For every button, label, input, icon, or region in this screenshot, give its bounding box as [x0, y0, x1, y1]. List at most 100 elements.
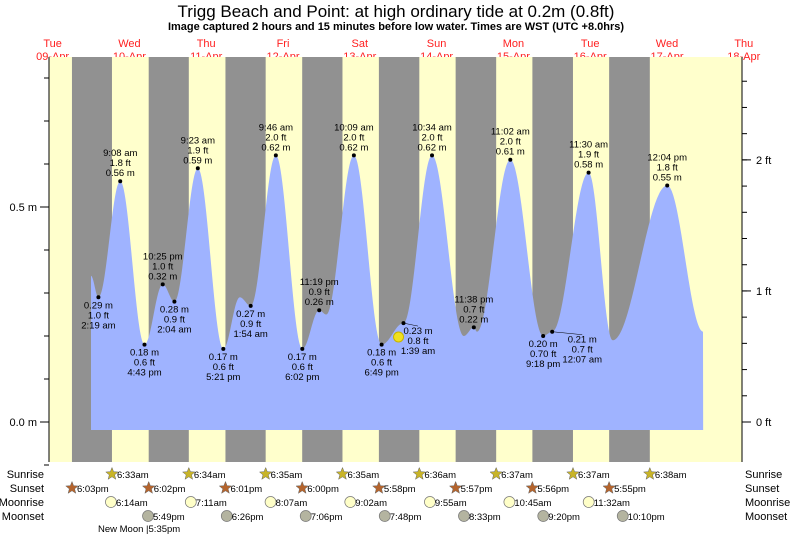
tide-point-high: 11:02 am2.0 ft0.61 m	[491, 127, 530, 158]
sunrise-star-icon	[105, 466, 119, 480]
moonset-time: 7:48pm	[390, 512, 422, 523]
tide-curve-area	[91, 155, 704, 430]
moonset-moon-icon	[220, 510, 233, 522]
tide-label-ft: 2.0 ft	[343, 132, 364, 143]
sunset-row-label: Sunset	[10, 483, 44, 495]
tide-label-m: 0.23 m	[404, 326, 433, 337]
day-label-dow: Sun	[427, 38, 447, 50]
tide-label-m: 0.27 m	[236, 309, 265, 320]
sunrise-time: 6:38am	[655, 470, 687, 481]
tide-label-time: 5:21 pm	[206, 372, 240, 383]
tide-point-high: 11:38 pm0.7 ft0.22 m	[454, 294, 493, 325]
y-tick-label-left: 0.0 m	[9, 417, 37, 429]
tide-label-time: 10:09 am	[334, 122, 374, 133]
tide-label-m: 0.29 m	[84, 300, 113, 311]
tide-point-low: 0.27 m0.9 ft1:54 am	[234, 309, 268, 340]
tide-point-low: 0.18 m0.6 ft4:43 pm	[127, 348, 161, 379]
tide-dot	[160, 282, 165, 287]
sunrise-time: 6:36am	[424, 470, 456, 481]
tide-dot	[300, 346, 305, 351]
tide-label-m: 0.17 m	[288, 352, 317, 363]
sunrise-time: 6:35am	[347, 470, 379, 481]
tide-label-time: 11:38 pm	[454, 294, 493, 305]
tide-point-high: 9:46 am2.0 ft0.62 m	[259, 122, 293, 153]
moonrise-moon-icon	[503, 496, 516, 508]
tide-label-ft: 2.0 ft	[500, 137, 521, 148]
tide-dot	[430, 153, 435, 158]
sunrise-star-icon	[412, 466, 427, 480]
tide-dot	[541, 334, 546, 338]
tide-label-m: 0.62 m	[339, 142, 368, 153]
tide-dot	[142, 342, 147, 347]
sunset-star-icon	[602, 480, 616, 494]
current-time-marker	[393, 331, 405, 343]
tide-label-ft: 0.7 ft	[463, 304, 484, 315]
tide-label-m: 0.56 m	[106, 168, 135, 179]
moonrise-moon-icon	[184, 496, 197, 508]
moonset-moon-icon	[458, 510, 470, 522]
y-tick-label-right: 2 ft	[756, 155, 771, 167]
tide-label-ft: 1.9 ft	[187, 145, 208, 156]
moonrise-time: 8:07am	[276, 498, 308, 509]
moonset-time: 10:10pm	[628, 512, 665, 523]
sunrise-row-label-right: Sunrise	[745, 469, 782, 481]
tide-dot	[665, 183, 670, 188]
sunrise-star-icon	[335, 466, 350, 480]
sunset-row-label-right: Sunset	[745, 483, 779, 495]
tide-labels: 0.29 m1.0 ft2:19 am9:08 am1.8 ft0.56 m0.…	[81, 122, 687, 383]
tide-label-time: 6:02 pm	[285, 372, 319, 383]
tide-label-time: 6:49 pm	[364, 368, 398, 379]
tide-label-m: 0.28 m	[160, 305, 189, 316]
moonset-time: 8:33pm	[469, 512, 501, 523]
tide-label-m: 0.32 m	[148, 271, 177, 282]
tide-point-low: 0.17 m0.6 ft6:02 pm	[285, 352, 319, 383]
tide-label-ft: 2.0 ft	[421, 132, 442, 143]
sunrise-star-icon	[566, 466, 580, 480]
tide-dots	[96, 153, 670, 351]
tide-point-low: 0.20 m0.70 ft9:18 pm	[526, 339, 560, 370]
tide-label-m: 0.20 m	[529, 339, 558, 350]
moon-phase: New Moon |5:35pm	[98, 524, 180, 535]
day-label-dow: Tue	[43, 38, 62, 50]
moonrise-moon-icon	[424, 496, 436, 508]
tide-label-time: 1:54 am	[234, 329, 268, 340]
tide-label-time: 2:19 am	[81, 320, 115, 331]
sunset-star-icon	[372, 480, 386, 494]
moonset-row-label: Moonset	[2, 511, 44, 523]
tide-label-ft: 0.70 ft	[530, 349, 557, 360]
moonset-time: 5:49pm	[153, 512, 185, 523]
y-tick-label-right: 1 ft	[756, 286, 771, 298]
y-tick-label-left: 0.5 m	[9, 202, 37, 214]
tide-label-m: 0.18 m	[367, 348, 396, 359]
tide-label-ft: 0.6 ft	[371, 358, 392, 369]
day-label-dow: Wed	[118, 38, 140, 50]
tide-dot	[379, 342, 384, 347]
tide-point-low: 0.29 m1.0 ft2:19 am	[81, 300, 115, 331]
tide-label-m: 0.61 m	[496, 147, 525, 158]
tide-label-time: 12:04 pm	[647, 153, 687, 164]
moonrise-time: 11:32am	[594, 498, 630, 509]
tide-dot	[273, 153, 278, 158]
sunset-time: 5:56pm	[537, 484, 569, 495]
tide-point-high: 11:19 pm0.9 ft0.26 m	[300, 277, 339, 308]
tide-point-low: 0.18 m0.6 ft6:49 pm	[364, 348, 398, 379]
sunrise-star-icon	[642, 466, 657, 480]
moonrise-time: 9:02am	[355, 498, 387, 509]
moonrise-moon-icon	[264, 496, 277, 508]
sunset-star-icon	[295, 480, 310, 494]
tide-label-m: 0.62 m	[417, 142, 446, 153]
tide-label-m: 0.62 m	[261, 142, 290, 153]
tide-label-time: 10:34 am	[412, 122, 452, 133]
tide-label-time: 11:30 am	[569, 140, 608, 151]
tide-label-ft: 1.9 ft	[578, 150, 599, 161]
tide-label-time: 11:19 pm	[300, 277, 339, 288]
sunset-time: 5:57pm	[461, 484, 493, 495]
sunrise-row-label: Sunrise	[7, 469, 44, 481]
tide-label-time: 12:07 am	[562, 355, 602, 366]
sunrise-star-icon	[258, 466, 273, 480]
tide-point-high: 9:23 am1.9 ft0.59 m	[181, 135, 215, 166]
tide-label-time: 11:02 am	[491, 127, 530, 138]
day-label-dow: Wed	[656, 38, 678, 50]
